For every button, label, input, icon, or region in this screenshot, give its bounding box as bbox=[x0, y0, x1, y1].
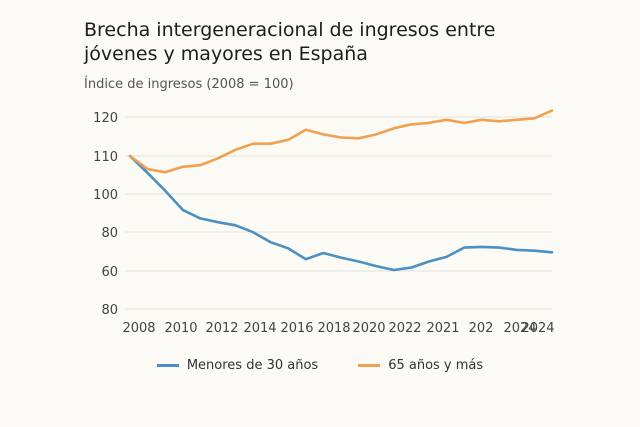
series-line-0 bbox=[128, 154, 554, 272]
y-tick-label-2: 80 bbox=[101, 226, 118, 241]
y-tick-label-4: 110 bbox=[93, 150, 118, 165]
x-tick-label-6: 2020 bbox=[352, 321, 385, 336]
x-tick-label-1: 2010 bbox=[164, 321, 197, 336]
legend-label-old: 65 años y más bbox=[388, 358, 484, 373]
legend-swatch-old bbox=[358, 364, 381, 367]
chart-subtitle: Índice de ingresos (2008 = 100) bbox=[84, 77, 294, 92]
series-line-1 bbox=[128, 109, 554, 174]
x-tick-label-9: 202 bbox=[469, 321, 494, 336]
x-tick-label-0: 2008 bbox=[122, 321, 155, 336]
legend-label-young: Menores de 30 años bbox=[186, 358, 319, 373]
legend-item-young: Menores de 30 años bbox=[156, 358, 319, 373]
x-tick-label-8: 2021 bbox=[426, 321, 459, 336]
x-tick-label-4: 2016 bbox=[280, 321, 313, 336]
legend-item-old: 65 años y más bbox=[358, 358, 483, 373]
legend: Menores de 30 años 65 años y más bbox=[0, 358, 640, 373]
x-tick-label-3: 2014 bbox=[243, 321, 276, 336]
y-tick-label-5: 120 bbox=[93, 111, 118, 126]
y-tick-label-1: 60 bbox=[101, 265, 118, 280]
x-tick-label-5: 2018 bbox=[317, 321, 350, 336]
legend-swatch-young bbox=[156, 364, 179, 367]
chart-title: Brecha intergeneracional de ingresos ent… bbox=[84, 19, 496, 65]
x-tick-label-2: 2012 bbox=[205, 321, 238, 336]
x-tick-label-end: 2024 bbox=[521, 321, 554, 336]
x-tick-label-10: 2024 bbox=[503, 321, 536, 336]
x-tick-label-7: 2022 bbox=[388, 321, 421, 336]
y-tick-label-3: 100 bbox=[93, 188, 118, 203]
y-tick-label-0: 80 bbox=[101, 303, 118, 318]
